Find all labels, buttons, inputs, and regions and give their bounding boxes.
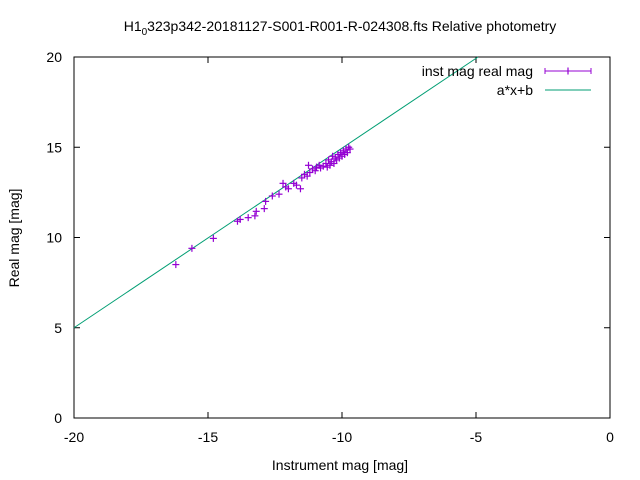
data-point xyxy=(188,244,196,252)
chart-title-prefix: H1 xyxy=(124,18,142,34)
data-point xyxy=(172,261,180,269)
data-point xyxy=(298,174,306,182)
x-tick-label: -20 xyxy=(64,429,84,445)
data-point xyxy=(303,172,311,180)
data-point xyxy=(322,159,330,167)
y-axis-label: Real mag [mag] xyxy=(6,189,22,288)
x-tick-label: -10 xyxy=(332,429,352,445)
legend-label-fit: a*x+b xyxy=(497,82,533,98)
chart-title: H10323p342-20181127-S001-R001-R-024308.f… xyxy=(124,18,557,38)
data-point xyxy=(311,167,319,175)
plot-frame xyxy=(73,56,611,419)
axes xyxy=(73,56,611,419)
data-point xyxy=(346,145,354,153)
fit-line xyxy=(73,56,479,329)
chart-title-suffix: 323p342-20181127-S001-R001-R-024308.fts … xyxy=(147,18,556,34)
chart-title-subscript: 0 xyxy=(142,27,148,38)
data-point xyxy=(330,159,338,167)
data-point xyxy=(252,207,260,215)
fit-line-group xyxy=(73,56,479,329)
data-point xyxy=(262,197,270,205)
data-point xyxy=(260,205,268,213)
data-point xyxy=(292,181,300,189)
data-point xyxy=(209,234,217,242)
data-point xyxy=(251,212,259,220)
data-point xyxy=(343,149,351,157)
x-tick-label: -5 xyxy=(470,429,483,445)
data-points xyxy=(172,143,354,269)
y-tick-label: 10 xyxy=(46,230,62,246)
legend: inst mag real mag a*x+b xyxy=(422,63,592,98)
legend-label-points: inst mag real mag xyxy=(422,63,533,79)
data-point xyxy=(279,179,287,187)
data-point xyxy=(306,169,314,177)
data-point xyxy=(305,161,312,169)
x-tick-label: 0 xyxy=(606,429,614,445)
y-tick-label: 20 xyxy=(46,49,62,65)
data-point xyxy=(326,161,334,169)
x-axis-label: Instrument mag [mag] xyxy=(272,457,408,473)
y-tick-label: 15 xyxy=(46,139,62,155)
axis-ticks: -20 -15 -10 -5 0 0 5 10 15 20 xyxy=(46,49,614,445)
data-point xyxy=(236,215,244,223)
data-point xyxy=(268,192,276,200)
data-point xyxy=(284,185,292,193)
data-point xyxy=(275,190,283,198)
data-point xyxy=(244,214,252,222)
x-tick-label: -15 xyxy=(198,429,218,445)
legend-symbol-points xyxy=(544,67,592,75)
y-tick-label: 0 xyxy=(54,410,62,426)
data-point xyxy=(296,185,304,193)
y-tick-label: 5 xyxy=(54,320,62,336)
